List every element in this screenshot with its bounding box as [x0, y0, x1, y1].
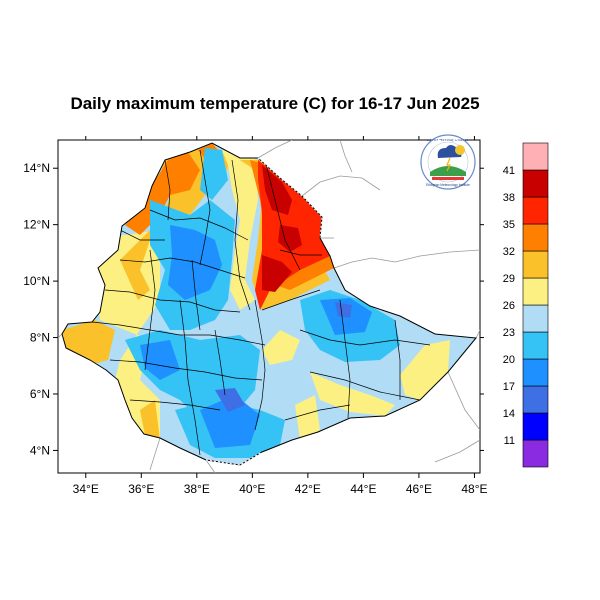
colorbar-swatch	[522, 385, 549, 414]
colorbar-label: 26	[503, 300, 515, 312]
admin-boundaries	[91, 149, 431, 456]
sun-icon	[455, 145, 465, 155]
field-14-17-core1	[215, 388, 245, 412]
meteorology-agency-logo: ኢትዮጵያ ሜትዮሮሎጂ ኢንስቲትዩት Ethiopian Meteorolo…	[420, 134, 476, 190]
lon-tick-label: 44°E	[350, 482, 376, 496]
map-title: Daily maximum temperature (C) for 16-17 …	[70, 94, 480, 113]
lat-tick-label: 10°N	[23, 274, 50, 288]
colorbar-swatch	[522, 250, 549, 279]
colorbar-label: 20	[503, 354, 515, 366]
colorbar-swatch	[522, 439, 549, 468]
colorbar-label: 41	[503, 165, 515, 177]
colorbar-swatch	[522, 412, 549, 441]
colorbar-swatch	[522, 142, 549, 171]
country-outline	[61, 142, 477, 466]
lat-tick-label: 4°N	[30, 443, 50, 457]
lon-tick-label: 36°E	[128, 482, 154, 496]
lat-tick-label: 12°N	[23, 218, 50, 232]
field-26-29-rift	[262, 330, 300, 365]
colorbar-swatch	[522, 169, 549, 198]
colorbar-swatch	[522, 223, 549, 252]
colorbar-swatch	[522, 277, 549, 306]
field-14-17-core2	[335, 302, 352, 318]
field-26-29-se	[400, 340, 450, 400]
lon-tick-label: 42°E	[295, 482, 321, 496]
lightning-icon	[446, 157, 451, 172]
longitude-axis: 34°E 36°E 38°E 40°E 42°E 44°E 46°E 48°E	[73, 136, 488, 496]
field-17-20-south	[200, 395, 260, 448]
field-29-32-s	[140, 400, 160, 440]
lon-tick-label: 46°E	[406, 482, 432, 496]
svg-text:Ethiopian Meteorology Institut: Ethiopian Meteorology Institute	[426, 183, 470, 187]
lat-tick-label: 8°N	[30, 331, 50, 345]
colorbar-swatch	[522, 304, 549, 333]
field-17-20-highland	[168, 225, 222, 300]
hill-icon	[430, 166, 466, 176]
colorbar-label: 38	[503, 192, 515, 204]
lon-tick-label: 48°E	[461, 482, 487, 496]
field-26-29-south	[295, 395, 320, 440]
colorbar: 11 14 17 20 23 26 29 32 35 38 41	[503, 142, 549, 468]
colorbar-label: 14	[503, 408, 515, 420]
lon-tick-label: 34°E	[73, 482, 99, 496]
field-20-23-ne	[200, 148, 228, 200]
field-38-41-center	[278, 225, 302, 252]
field-26-29-ogaden	[310, 372, 395, 416]
colorbar-label: 11	[504, 435, 515, 447]
field-17-20-sw	[140, 340, 180, 380]
field-26-29-center	[222, 150, 258, 310]
colorbar-label: 32	[503, 246, 515, 258]
colorbar-swatch	[522, 358, 549, 387]
field-38-41-south	[262, 255, 292, 292]
field-32-35-nw	[125, 152, 200, 235]
colorbar-label: 29	[503, 273, 515, 285]
neighbor-borders	[58, 140, 480, 473]
lat-tick-label: 14°N	[23, 161, 50, 175]
colorbar-label: 35	[503, 219, 515, 231]
latitude-axis: 4°N 6°N 8°N 10°N 12°N 14°N	[23, 161, 484, 457]
colorbar-swatch	[522, 331, 549, 360]
colorbar-label: 17	[503, 381, 515, 393]
svg-text:ኢትዮጵያ ሜትዮሮሎጂ ኢንስቲትዩት: ኢትዮጵያ ሜትዮሮሎጂ ኢንስቲትዩት	[427, 138, 469, 142]
lon-tick-label: 40°E	[239, 482, 265, 496]
lat-tick-label: 6°N	[30, 387, 50, 401]
colorbar-swatch	[522, 196, 549, 225]
colorbar-label: 23	[503, 327, 515, 339]
lon-tick-label: 38°E	[184, 482, 210, 496]
